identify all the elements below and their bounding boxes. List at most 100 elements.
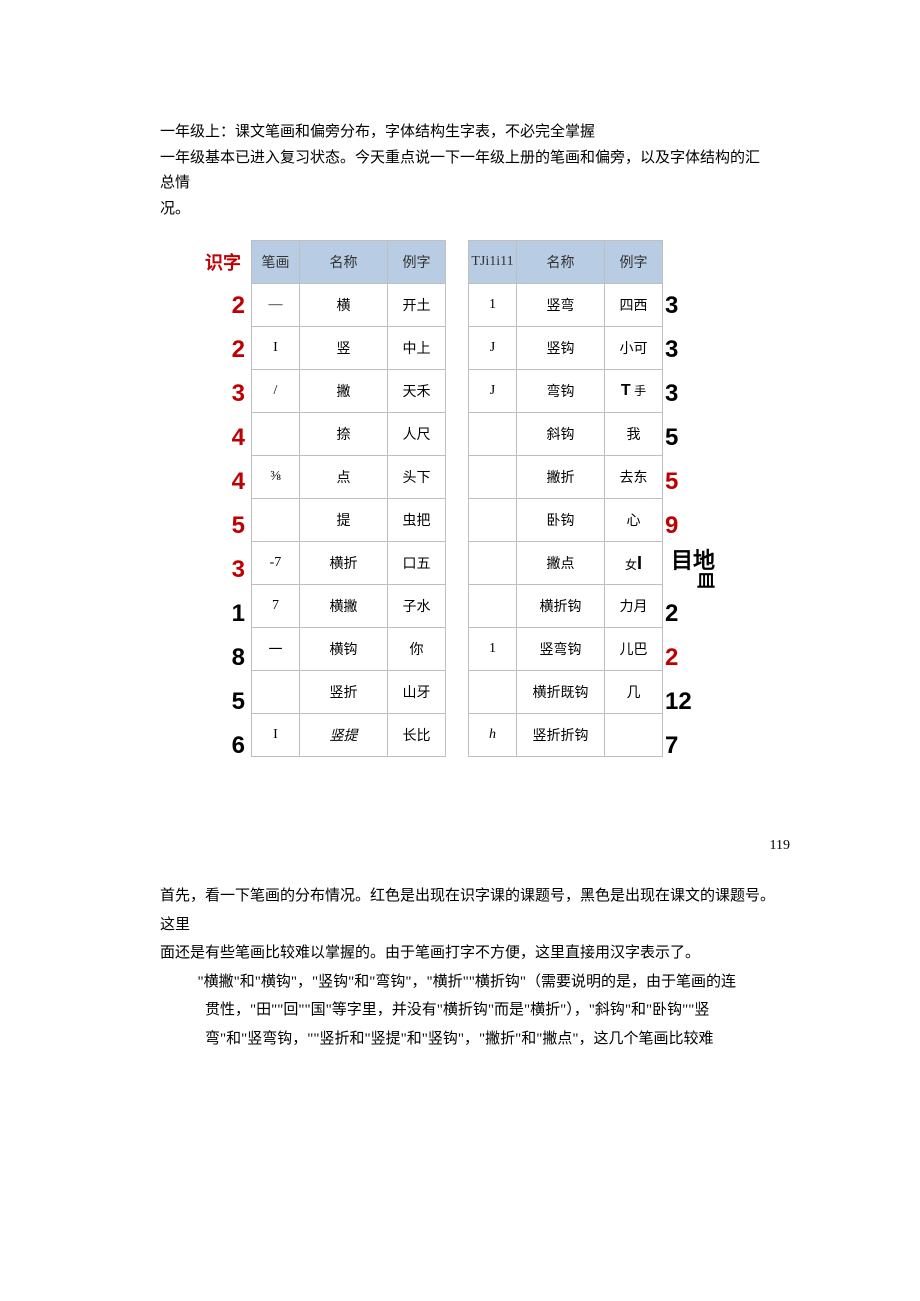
table-row: J弯钩T 手 bbox=[468, 370, 662, 413]
table-row: /撇天禾 bbox=[251, 370, 445, 413]
table-row: —横开土 bbox=[251, 284, 445, 327]
table-cell: 口五 bbox=[387, 542, 445, 585]
table-cell: 小可 bbox=[604, 327, 662, 370]
table-cell: 儿巴 bbox=[604, 628, 662, 671]
table-cell: 头下 bbox=[387, 456, 445, 499]
para-line: 面还是有些笔画比较难以掌握的。由于笔画打字不方便，这里直接用汉字表示了。 bbox=[160, 939, 780, 968]
table-cell: 几 bbox=[604, 671, 662, 714]
table-cell: 虫把 bbox=[387, 499, 445, 542]
table-cell: 天禾 bbox=[387, 370, 445, 413]
table-cell: 山牙 bbox=[387, 671, 445, 714]
th-left-example: 例字 bbox=[387, 241, 445, 284]
table-cell: 子水 bbox=[387, 585, 445, 628]
th-left-stroke: 笔画 bbox=[251, 241, 299, 284]
body-paragraph: 首先，看一下笔画的分布情况。红色是出现在识字课的课题号，黑色是出现在课文的课题号… bbox=[0, 882, 920, 1053]
table-cell: 撇折 bbox=[516, 456, 604, 499]
table-cell: h bbox=[468, 714, 516, 757]
table-cell: 你 bbox=[387, 628, 445, 671]
table-cell: 横折 bbox=[299, 542, 387, 585]
table-cell bbox=[468, 456, 516, 499]
table-row: 捺人尺 bbox=[251, 413, 445, 456]
table-cell bbox=[251, 413, 299, 456]
table-cell: T 手 bbox=[604, 370, 662, 413]
table-cell: 7 bbox=[251, 585, 299, 628]
table-cell bbox=[468, 413, 516, 456]
table-cell: I bbox=[251, 714, 299, 757]
left-row-number: 2 bbox=[232, 284, 245, 328]
table-row: 1竖弯四西 bbox=[468, 284, 662, 327]
right-row-number: 5 bbox=[665, 460, 678, 504]
table-cell bbox=[468, 585, 516, 628]
table-cell: 人尺 bbox=[387, 413, 445, 456]
tables-block: 识字22344531856 笔画 名称 例字 —横开土I竖中上/撇天禾捺人尺⅜点… bbox=[0, 240, 920, 768]
table-cell: 竖折折钩 bbox=[516, 714, 604, 757]
right-row-number: 2 bbox=[665, 592, 678, 636]
table-cell: 弯钩 bbox=[516, 370, 604, 413]
table-cell: 卧钩 bbox=[516, 499, 604, 542]
table-cell: 斜钩 bbox=[516, 413, 604, 456]
table-cell: 横 bbox=[299, 284, 387, 327]
table-cell: 心 bbox=[604, 499, 662, 542]
table-cell: 力月 bbox=[604, 585, 662, 628]
table-cell: ⅜ bbox=[251, 456, 299, 499]
table-cell: 长比 bbox=[387, 714, 445, 757]
table-row: 撇点女I bbox=[468, 542, 662, 585]
intro-line-2: 一年级基本已进入复习状态。今天重点说一下一年级上册的笔画和偏旁，以及字体结构的汇… bbox=[160, 146, 760, 197]
table-row: J竖钩小可 bbox=[468, 327, 662, 370]
table-row: 7横撇子水 bbox=[251, 585, 445, 628]
table-cell: 横折既钩 bbox=[516, 671, 604, 714]
right-row-number: 目地皿 bbox=[665, 548, 715, 592]
table-cell: 竖弯钩 bbox=[516, 628, 604, 671]
table-row: 横折既钩几 bbox=[468, 671, 662, 714]
th-left-name: 名称 bbox=[299, 241, 387, 284]
table-cell: -7 bbox=[251, 542, 299, 585]
table-cell: 横折钩 bbox=[516, 585, 604, 628]
table-row: 一横钩你 bbox=[251, 628, 445, 671]
left-row-number: 5 bbox=[232, 504, 245, 548]
table-cell: 1 bbox=[468, 628, 516, 671]
table-cell: 横钩 bbox=[299, 628, 387, 671]
table-cell: 竖 bbox=[299, 327, 387, 370]
page-number: 119 bbox=[0, 838, 790, 854]
left-row-number: 2 bbox=[232, 328, 245, 372]
left-row-number: 4 bbox=[232, 460, 245, 504]
table-cell bbox=[468, 499, 516, 542]
table-cell: / bbox=[251, 370, 299, 413]
table-cell: 竖提 bbox=[299, 714, 387, 757]
right-row-number: 3 bbox=[665, 328, 678, 372]
table-row: 撇折去东 bbox=[468, 456, 662, 499]
table-row: I竖提长比 bbox=[251, 714, 445, 757]
left-row-number: 6 bbox=[232, 724, 245, 768]
right-number-column: 333559目地皿22127 bbox=[665, 240, 715, 768]
para-line: "横撇"和"横钩"，"竖钩"和"弯钩"，"横折""横折钩"（需要说明的是，由于笔… bbox=[160, 968, 780, 997]
table-cell bbox=[604, 714, 662, 757]
table-cell: 去东 bbox=[604, 456, 662, 499]
table-row: 卧钩心 bbox=[468, 499, 662, 542]
left-row-number: 1 bbox=[232, 592, 245, 636]
right-row-number: 12 bbox=[665, 680, 692, 724]
intro-line-3: 况。 bbox=[160, 197, 760, 223]
table-row: I竖中上 bbox=[251, 327, 445, 370]
table-cell: 中上 bbox=[387, 327, 445, 370]
table-cell: 点 bbox=[299, 456, 387, 499]
intro-block: 一年级上：课文笔画和偏旁分布，字体结构生字表，不必完全掌握 一年级基本已进入复习… bbox=[0, 120, 920, 222]
para-line: 首先，看一下笔画的分布情况。红色是出现在识字课的课题号，黑色是出现在课文的课题号… bbox=[160, 882, 780, 939]
table-row: 斜钩我 bbox=[468, 413, 662, 456]
table-cell: 竖钩 bbox=[516, 327, 604, 370]
table-row: 1竖弯钩儿巴 bbox=[468, 628, 662, 671]
right-row-number: 3 bbox=[665, 284, 678, 328]
right-row-number: 9 bbox=[665, 504, 678, 548]
table-row: 提虫把 bbox=[251, 499, 445, 542]
table-row: -7横折口五 bbox=[251, 542, 445, 585]
table-cell: J bbox=[468, 370, 516, 413]
th-right-name: 名称 bbox=[516, 241, 604, 284]
table-cell: 开土 bbox=[387, 284, 445, 327]
th-right-example: 例字 bbox=[604, 241, 662, 284]
left-row-number: 3 bbox=[232, 548, 245, 592]
table-cell: 竖弯 bbox=[516, 284, 604, 327]
intro-line-1: 一年级上：课文笔画和偏旁分布，字体结构生字表，不必完全掌握 bbox=[160, 120, 760, 146]
table-cell: 提 bbox=[299, 499, 387, 542]
table-cell: 竖折 bbox=[299, 671, 387, 714]
table-cell bbox=[468, 542, 516, 585]
table-cell: I bbox=[251, 327, 299, 370]
